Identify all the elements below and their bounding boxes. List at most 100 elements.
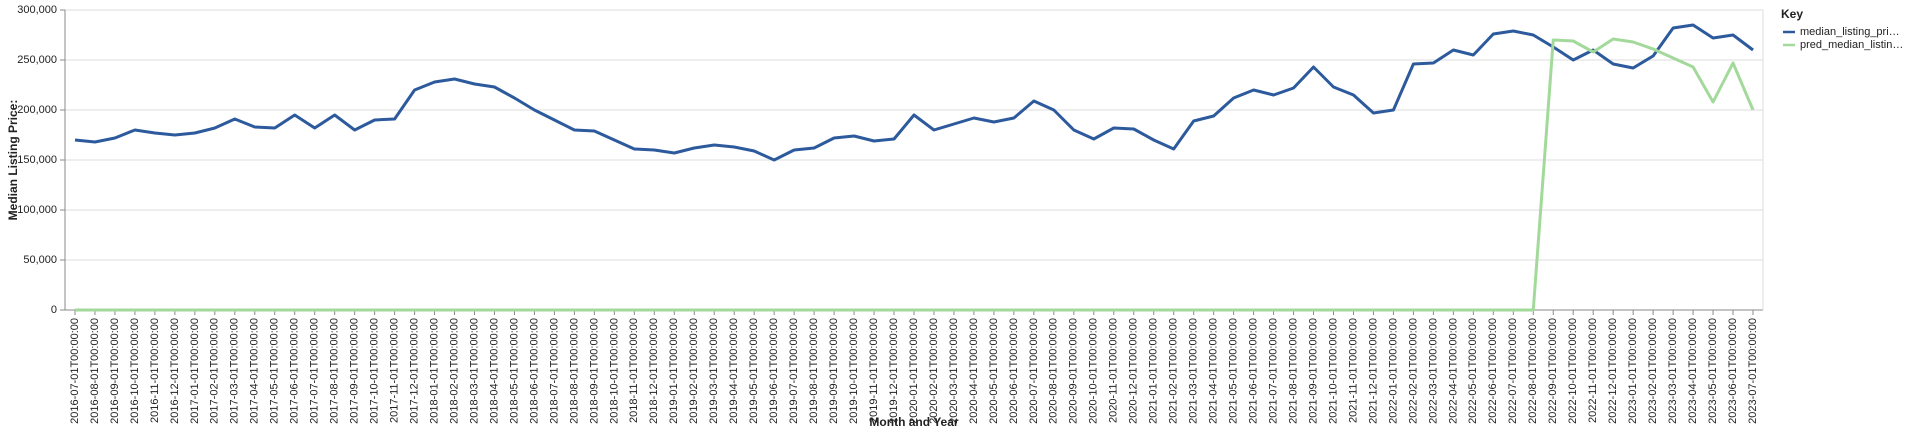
x-tick-label: 2020-03-01T00:00:00	[948, 318, 960, 424]
legend-label: pred_median_listin…	[1800, 39, 1903, 51]
x-tick-label: 2017-08-01T00:00:00	[329, 318, 341, 424]
x-tick-label: 2020-02-01T00:00:00	[928, 318, 940, 424]
y-tick-label: 150,000	[17, 154, 57, 166]
x-tick-label: 2023-04-01T00:00:00	[1687, 318, 1699, 424]
x-tick-label: 2021-10-01T00:00:00	[1327, 318, 1339, 424]
x-tick-label: 2020-07-01T00:00:00	[1028, 318, 1040, 424]
x-tick-label: 2021-02-01T00:00:00	[1168, 318, 1180, 424]
x-tick-label: 2022-02-01T00:00:00	[1407, 318, 1419, 424]
x-tick-label: 2018-08-01T00:00:00	[568, 318, 580, 424]
x-tick-label: 2017-06-01T00:00:00	[289, 318, 301, 424]
y-tick-label: 0	[51, 304, 57, 316]
x-tick-label: 2017-12-01T00:00:00	[408, 318, 420, 424]
x-tick-label: 2022-01-01T00:00:00	[1387, 318, 1399, 424]
x-tick-label: 2019-08-01T00:00:00	[808, 318, 820, 424]
y-axis-title: Median Listing Price:	[6, 100, 20, 221]
x-tick-label: 2017-03-01T00:00:00	[229, 318, 241, 424]
x-tick-label: 2021-08-01T00:00:00	[1287, 318, 1299, 424]
x-tick-label: 2021-07-01T00:00:00	[1267, 318, 1279, 424]
x-tick-label: 2021-01-01T00:00:00	[1148, 318, 1160, 424]
x-tick-label: 2018-04-01T00:00:00	[488, 318, 500, 424]
x-tick-label: 2018-10-01T00:00:00	[608, 318, 620, 424]
x-tick-label: 2019-09-01T00:00:00	[828, 318, 840, 424]
series-line	[74, 23, 1754, 162]
x-tick-label: 2020-05-01T00:00:00	[988, 318, 1000, 424]
x-tick-label: 2018-05-01T00:00:00	[508, 318, 520, 424]
x-tick-label: 2023-05-01T00:00:00	[1707, 318, 1719, 424]
x-tick-label: 2019-03-01T00:00:00	[708, 318, 720, 424]
legend-title: Key	[1781, 7, 1803, 21]
x-tick-label: 2019-10-01T00:00:00	[848, 318, 860, 424]
x-tick-label: 2023-02-01T00:00:00	[1647, 318, 1659, 424]
x-tick-label: 2021-04-01T00:00:00	[1208, 318, 1220, 424]
x-tick-label: 2019-11-01T00:00:00	[868, 318, 880, 423]
x-tick-label: 2021-05-01T00:00:00	[1228, 318, 1240, 424]
x-tick-label: 2021-11-01T00:00:00	[1347, 318, 1359, 423]
x-tick-label: 2018-01-01T00:00:00	[428, 318, 440, 424]
x-tick-label: 2020-10-01T00:00:00	[1088, 318, 1100, 424]
y-tick-label: 250,000	[17, 54, 57, 66]
x-tick-label: 2023-06-01T00:00:00	[1727, 318, 1739, 424]
x-tick-label: 2018-12-01T00:00:00	[648, 318, 660, 424]
x-tick-label: 2023-07-01T00:00:00	[1747, 318, 1759, 424]
x-tick-label: 2017-11-01T00:00:00	[389, 318, 401, 423]
x-tick-label: 2019-05-01T00:00:00	[748, 318, 760, 424]
x-tick-label: 2021-09-01T00:00:00	[1307, 318, 1319, 424]
x-tick-label: 2022-06-01T00:00:00	[1487, 318, 1499, 424]
legend-label: median_listing_pri…	[1800, 26, 1900, 38]
x-tick-label: 2021-03-01T00:00:00	[1188, 318, 1200, 424]
x-tick-label: 2017-09-01T00:00:00	[349, 318, 361, 424]
x-tick-label: 2020-08-01T00:00:00	[1048, 318, 1060, 424]
x-tick-label: 2019-01-01T00:00:00	[668, 318, 680, 424]
x-tick-label: 2018-03-01T00:00:00	[468, 318, 480, 424]
x-tick-label: 2017-10-01T00:00:00	[369, 318, 381, 424]
x-tick-label: 2020-09-01T00:00:00	[1068, 318, 1080, 424]
x-tick-label: 2020-11-01T00:00:00	[1108, 318, 1120, 423]
y-tick-label: 50,000	[23, 254, 57, 266]
x-tick-label: 2020-12-01T00:00:00	[1128, 318, 1140, 424]
x-tick-label: 2022-08-01T00:00:00	[1527, 318, 1539, 424]
x-tick-label: 2018-02-01T00:00:00	[448, 318, 460, 424]
x-tick-label: 2021-06-01T00:00:00	[1248, 318, 1260, 424]
x-tick-label: 2019-04-01T00:00:00	[728, 318, 740, 424]
x-tick-label: 2017-07-01T00:00:00	[309, 318, 321, 424]
x-tick-label: 2017-04-01T00:00:00	[249, 318, 261, 424]
x-tick-label: 2017-05-01T00:00:00	[269, 318, 281, 424]
y-tick-label: 300,000	[17, 4, 57, 16]
x-tick-label: 2017-02-01T00:00:00	[209, 318, 221, 424]
x-tick-label: 2022-05-01T00:00:00	[1467, 318, 1479, 424]
x-tick-label: 2019-07-01T00:00:00	[788, 318, 800, 424]
x-tick-label: 2022-12-01T00:00:00	[1607, 318, 1619, 424]
x-tick-label: 2018-07-01T00:00:00	[548, 318, 560, 424]
x-tick-label: 2019-12-01T00:00:00	[888, 318, 900, 424]
x-tick-label: 2022-09-01T00:00:00	[1547, 318, 1559, 424]
x-tick-label: 2020-01-01T00:00:00	[908, 318, 920, 424]
y-tick-label: 100,000	[17, 204, 57, 216]
x-tick-label: 2019-06-01T00:00:00	[768, 318, 780, 424]
x-tick-label: 2020-06-01T00:00:00	[1008, 318, 1020, 424]
x-tick-label: 2016-10-01T00:00:00	[129, 318, 141, 424]
x-tick-label: 2019-02-01T00:00:00	[688, 318, 700, 424]
x-tick-label: 2022-07-01T00:00:00	[1507, 318, 1519, 424]
x-tick-label: 2022-04-01T00:00:00	[1447, 318, 1459, 424]
x-tick-label: 2016-09-01T00:00:00	[109, 318, 121, 424]
x-tick-label: 2018-11-01T00:00:00	[628, 318, 640, 423]
x-tick-label: 2016-12-01T00:00:00	[169, 318, 181, 424]
x-tick-label: 2022-10-01T00:00:00	[1567, 318, 1579, 424]
x-tick-label: 2020-04-01T00:00:00	[968, 318, 980, 424]
x-tick-label: 2023-03-01T00:00:00	[1667, 318, 1679, 424]
x-tick-label: 2017-01-01T00:00:00	[189, 318, 201, 424]
x-tick-label: 2016-07-01T00:00:00	[69, 318, 81, 424]
series-line	[74, 37, 1755, 312]
x-tick-label: 2016-08-01T00:00:00	[89, 318, 101, 424]
x-tick-label: 2023-01-01T00:00:00	[1627, 318, 1639, 424]
x-tick-label: 2022-03-01T00:00:00	[1427, 318, 1439, 424]
y-tick-label: 200,000	[17, 104, 57, 116]
x-tick-label: 2018-06-01T00:00:00	[528, 318, 540, 424]
x-axis-title: Month and Year	[869, 415, 958, 429]
x-tick-label: 2018-09-01T00:00:00	[588, 318, 600, 424]
x-tick-label: 2016-11-01T00:00:00	[149, 318, 161, 423]
x-tick-label: 2022-11-01T00:00:00	[1587, 318, 1599, 423]
x-tick-label: 2021-12-01T00:00:00	[1367, 318, 1379, 424]
